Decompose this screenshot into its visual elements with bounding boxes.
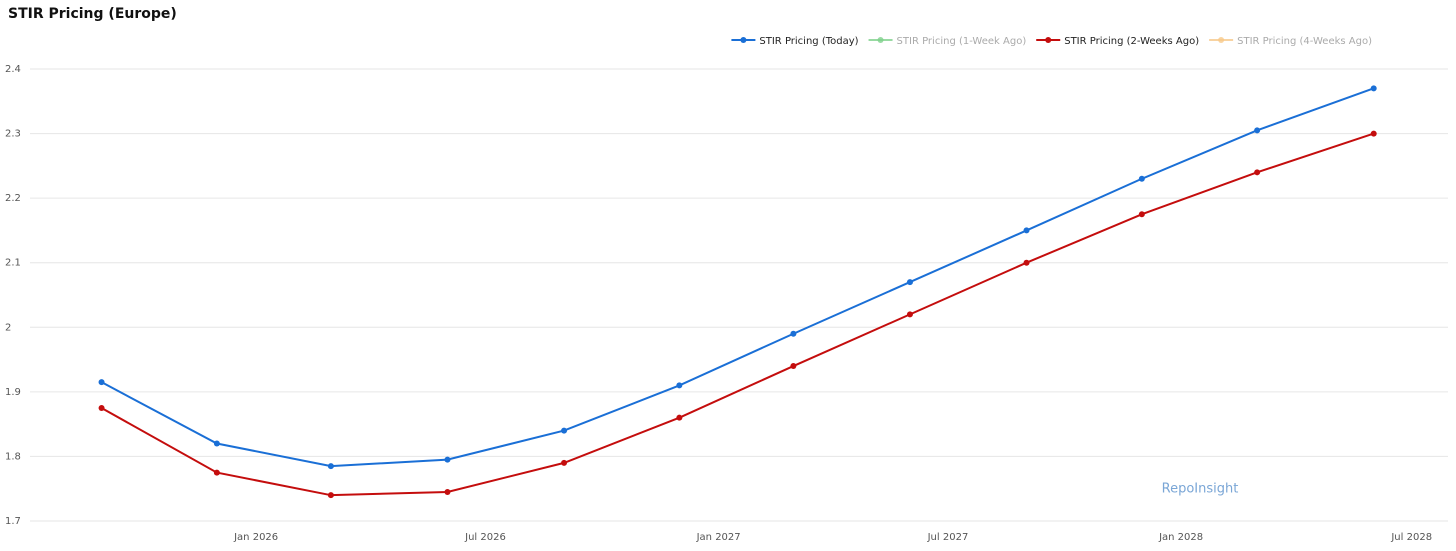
- y-tick-label: 1.7: [5, 516, 21, 527]
- data-point: [98, 379, 105, 386]
- data-point: [1138, 175, 1145, 182]
- data-point: [327, 492, 334, 499]
- legend-label: STIR Pricing (Today): [759, 36, 858, 47]
- data-point: [906, 279, 913, 286]
- legend-label: STIR Pricing (1-Week Ago): [897, 36, 1027, 47]
- data-point: [1023, 259, 1030, 266]
- legend-label: STIR Pricing (2-Weeks Ago): [1064, 36, 1199, 47]
- x-tick-label: Jan 2028: [1158, 532, 1203, 543]
- x-tick-label: Jan 2027: [696, 532, 741, 543]
- x-tick-label: Jul 2028: [1390, 532, 1432, 543]
- y-tick-label: 2: [5, 322, 11, 333]
- series-line: [101, 87, 1375, 468]
- data-point: [1370, 85, 1377, 92]
- chart-title: STIR Pricing (Europe): [8, 6, 177, 22]
- data-point: [1254, 127, 1261, 134]
- legend-marker: [740, 37, 747, 43]
- data-point: [213, 440, 220, 447]
- data-point: [561, 427, 568, 434]
- y-tick-label: 2.3: [5, 129, 21, 140]
- data-point: [1138, 211, 1145, 218]
- watermark: RepoInsight: [1162, 482, 1239, 497]
- legend-marker: [1045, 37, 1052, 43]
- data-point: [790, 363, 797, 370]
- data-point: [444, 488, 451, 495]
- data-point: [1370, 130, 1377, 137]
- data-point: [790, 330, 797, 337]
- y-tick-label: 1.9: [5, 387, 21, 398]
- data-point: [676, 414, 683, 421]
- data-point: [1254, 169, 1261, 176]
- data-point: [213, 469, 220, 476]
- data-point: [98, 405, 105, 411]
- legend-marker: [877, 37, 884, 43]
- data-point: [561, 459, 568, 466]
- series-line: [101, 132, 1375, 497]
- y-tick-label: 1.8: [5, 451, 21, 462]
- data-point: [676, 382, 683, 389]
- legend-label: STIR Pricing (4-Weeks Ago): [1237, 36, 1372, 47]
- y-tick-label: 2.4: [5, 64, 21, 75]
- y-tick-label: 2.1: [5, 258, 21, 269]
- data-point: [444, 456, 451, 463]
- data-point: [327, 463, 334, 470]
- x-tick-label: Jul 2027: [927, 532, 969, 543]
- y-tick-label: 2.2: [5, 193, 21, 204]
- data-point: [1023, 227, 1030, 234]
- legend-marker: [1218, 37, 1225, 43]
- data-point: [906, 311, 913, 318]
- x-tick-label: Jul 2026: [464, 532, 506, 543]
- x-tick-label: Jan 2026: [233, 532, 278, 543]
